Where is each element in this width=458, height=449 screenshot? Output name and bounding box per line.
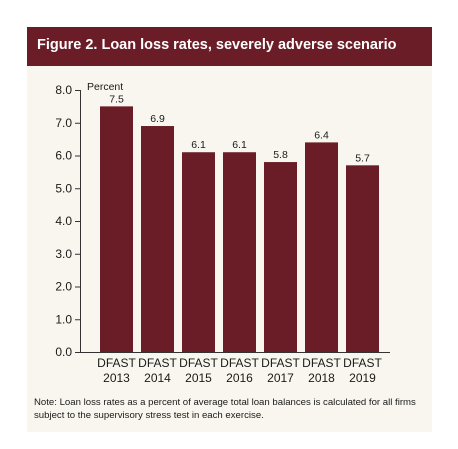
y-tick-label: 1.0 [55, 312, 72, 326]
y-tick-label: 0.0 [55, 345, 72, 359]
x-tick-label: 2016 [226, 371, 253, 385]
y-axis-unit-label: Percent [87, 81, 123, 93]
bar [100, 106, 133, 352]
data-labels: 7.5 6.9 6.1 6.1 5.8 6.4 5.7 [109, 93, 370, 164]
x-tick-label: DFAST [343, 356, 382, 370]
x-tick-label: 2019 [349, 371, 376, 385]
x-tick-labels: DFAST2013DFAST2014DFAST2015DFAST2016DFAS… [97, 356, 382, 385]
figure-panel: Figure 2. Loan loss rates, severely adve… [27, 27, 432, 432]
bar-chart: Percent 0.0 1.0 2.0 3.0 4.0 5.0 6.0 7.0 8.0 7.5 6… [55, 81, 390, 385]
x-tick-label: DFAST [302, 356, 341, 370]
data-label: 6.1 [232, 139, 247, 151]
data-label: 5.7 [355, 152, 370, 164]
x-tick-label: 2017 [267, 371, 294, 385]
bar [182, 152, 215, 352]
x-tick-label: 2015 [185, 371, 212, 385]
x-tick-label: 2014 [144, 371, 171, 385]
x-tick-label: DFAST [97, 356, 136, 370]
y-tick-label: 2.0 [55, 280, 72, 294]
data-label: 5.8 [273, 149, 288, 161]
figure-header: Figure 2. Loan loss rates, severely adve… [27, 27, 432, 66]
y-ticks: 0.0 1.0 2.0 3.0 4.0 5.0 6.0 7.0 8.0 [55, 83, 80, 359]
data-label: 6.9 [150, 113, 165, 125]
data-label: 6.1 [191, 139, 206, 151]
y-tick-label: 6.0 [55, 149, 72, 163]
x-tick-label: DFAST [220, 356, 259, 370]
y-tick-label: 7.0 [55, 116, 72, 130]
data-label: 7.5 [109, 93, 124, 105]
x-tick-label: DFAST [179, 356, 218, 370]
bar [264, 162, 297, 352]
axis-layer: Percent [80, 81, 390, 353]
x-tick-label: 2018 [308, 371, 335, 385]
figure-note: Note: Loan loss rates as a percent of av… [34, 397, 416, 421]
x-tick-label: DFAST [261, 356, 300, 370]
y-tick-label: 8.0 [55, 83, 72, 97]
y-tick-label: 4.0 [55, 214, 72, 228]
bar [141, 126, 174, 353]
y-tick-label: 3.0 [55, 247, 72, 261]
bar [305, 142, 338, 352]
x-tick-label: DFAST [138, 356, 177, 370]
x-tick-label: 2013 [103, 371, 130, 385]
bar [223, 152, 256, 352]
figure-title: Figure 2. Loan loss rates, severely adve… [37, 37, 397, 53]
data-label: 6.4 [314, 129, 329, 141]
y-tick-label: 5.0 [55, 181, 72, 195]
bars [100, 106, 379, 353]
bar [346, 165, 379, 352]
